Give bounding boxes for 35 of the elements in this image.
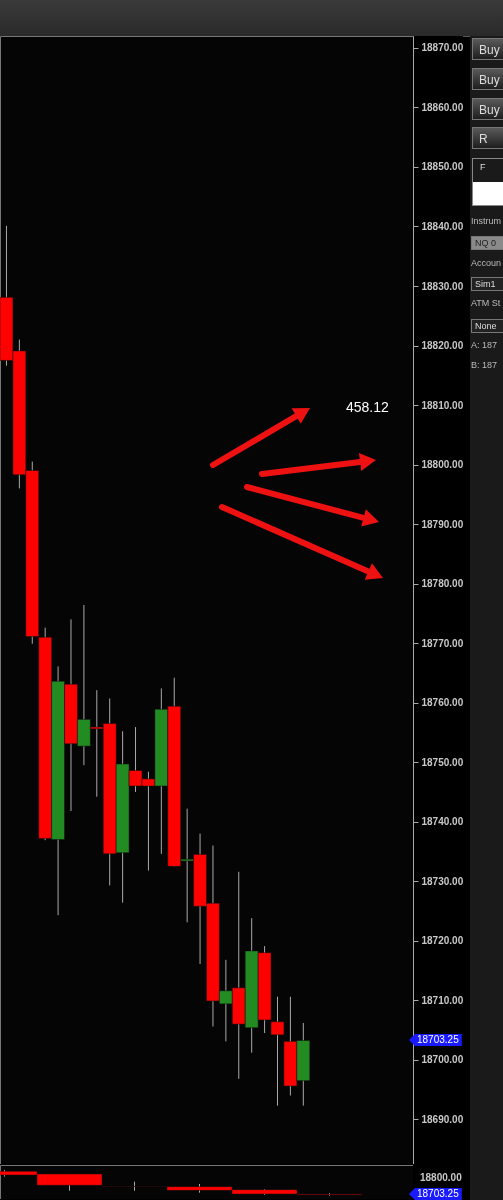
annotation: 458.12 <box>346 399 389 415</box>
y-tick-label: 18790.00 <box>421 518 464 530</box>
y-tick-label: 18780.00 <box>421 578 464 590</box>
y-tick-label: 18800.00 <box>421 459 464 471</box>
y-tick-label: 18840.00 <box>421 220 464 232</box>
y-tick-label: 18870.00 <box>421 42 464 54</box>
y-tick-label: 18690.00 <box>421 1113 464 1125</box>
text: Buy <box>472 68 503 90</box>
text: F <box>480 162 486 172</box>
y-tick-label: 18710.00 <box>421 994 464 1006</box>
y-tick-label: 18820.00 <box>421 340 464 352</box>
y-tick-label: 18730.00 <box>421 875 464 887</box>
y-tick-label: 18740.00 <box>421 816 464 828</box>
text: Sim1 <box>471 277 503 291</box>
y-tick-label: 18720.00 <box>421 935 464 947</box>
y-tick-label: 18760.00 <box>421 697 464 709</box>
y-tick-label: 18850.00 <box>421 161 464 173</box>
text: Accoun <box>471 258 502 268</box>
text: B: 187 <box>471 360 498 370</box>
y-tick-label: 18810.00 <box>421 399 464 411</box>
y-tick-label: 18770.00 <box>421 637 464 649</box>
text: ATM St <box>471 298 501 308</box>
y-tick-label: 18860.00 <box>421 101 464 113</box>
text: A: 187 <box>471 340 498 350</box>
text: NQ 0 <box>471 236 503 250</box>
text: None <box>471 319 503 333</box>
y-tick-label: 18700.00 <box>421 1054 464 1066</box>
text: Instrum <box>471 216 502 226</box>
text: Buy <box>472 38 503 60</box>
y-tick-label: 18830.00 <box>421 280 464 292</box>
text: R <box>472 127 503 149</box>
y-tick-label: 18750.00 <box>421 756 464 768</box>
text: 18703.25 <box>409 1034 462 1046</box>
text: 18703.25 <box>409 1188 462 1200</box>
text: Buy <box>472 98 503 120</box>
